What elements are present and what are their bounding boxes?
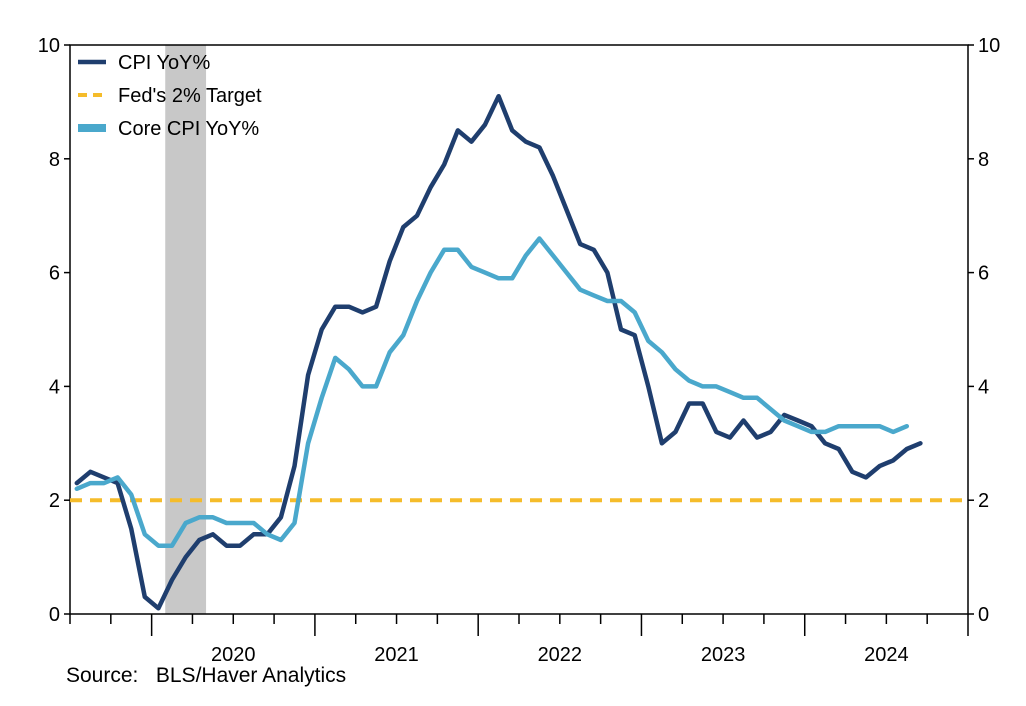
y-tick-label-left: 8 <box>49 149 60 171</box>
y-tick-label-right: 2 <box>978 490 989 512</box>
legend-label: CPI YoY% <box>118 52 211 74</box>
y-tick-label-right: 10 <box>978 35 1000 57</box>
x-tick-label: 2022 <box>538 644 583 666</box>
source-note: Source: BLS/Haver Analytics <box>66 664 347 687</box>
x-tick-label: 2024 <box>864 644 909 666</box>
x-tick-label: 2023 <box>701 644 746 666</box>
y-tick-label-right: 8 <box>978 149 989 171</box>
y-tick-label-left: 6 <box>49 263 60 285</box>
legend: CPI YoY% Fed's 2% Target Core CPI YoY% <box>78 52 262 140</box>
y-tick-label-right: 0 <box>978 604 989 626</box>
y-tick-label-left: 4 <box>49 376 60 398</box>
y-tick-label-left: 2 <box>49 490 60 512</box>
legend-label: Core CPI YoY% <box>118 118 259 140</box>
legend-label: Fed's 2% Target <box>118 85 262 107</box>
series-line-cpi <box>74 93 923 611</box>
x-tick-label: 2021 <box>374 644 419 666</box>
y-tick-label-right: 4 <box>978 376 989 398</box>
series-line-core-cpi <box>74 236 910 548</box>
y-tick-label-left: 0 <box>49 604 60 626</box>
y-tick-label-left: 10 <box>38 35 60 57</box>
x-tick-label: 2020 <box>211 644 256 666</box>
axes: 0 2 4 6 8 10 0 2 4 6 8 10 2020 2021 2022 2023 2024 <box>38 35 1001 666</box>
series-lines <box>74 93 923 611</box>
y-tick-label-right: 6 <box>978 263 989 285</box>
